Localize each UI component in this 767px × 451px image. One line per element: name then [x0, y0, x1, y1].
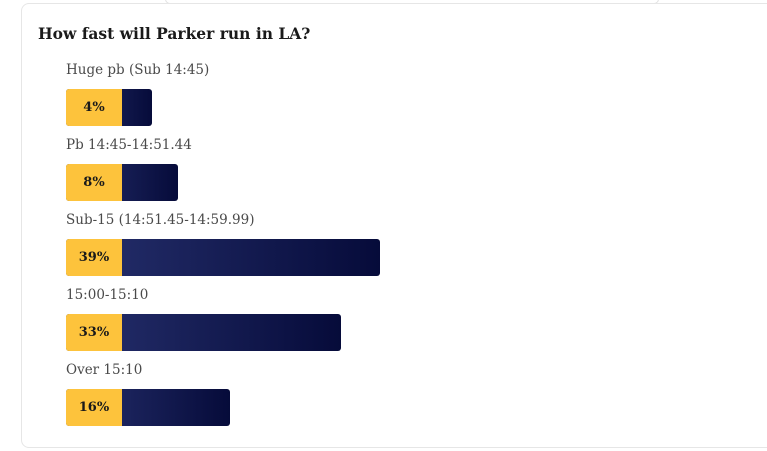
- result-bar: 39%: [66, 239, 380, 276]
- option-label: Huge pb (Sub 14:45): [66, 62, 210, 78]
- percent-label: 8%: [66, 164, 122, 201]
- option-label: Pb 14:45-14:51.44: [66, 137, 192, 153]
- result-bar: 8%: [66, 164, 178, 201]
- result-bar: 33%: [66, 314, 341, 351]
- percent-label: 39%: [66, 239, 122, 276]
- percent-label: 33%: [66, 314, 122, 351]
- percent-label: 4%: [66, 89, 122, 126]
- option-label: Over 15:10: [66, 362, 143, 378]
- poll-card: [21, 3, 767, 448]
- poll-question: How fast will Parker run in LA?: [38, 24, 311, 43]
- result-bar: 4%: [66, 89, 152, 126]
- option-label: 15:00-15:10: [66, 287, 149, 303]
- option-label: Sub-15 (14:51.45-14:59.99): [66, 212, 255, 228]
- percent-label: 16%: [66, 389, 122, 426]
- result-bar: 16%: [66, 389, 230, 426]
